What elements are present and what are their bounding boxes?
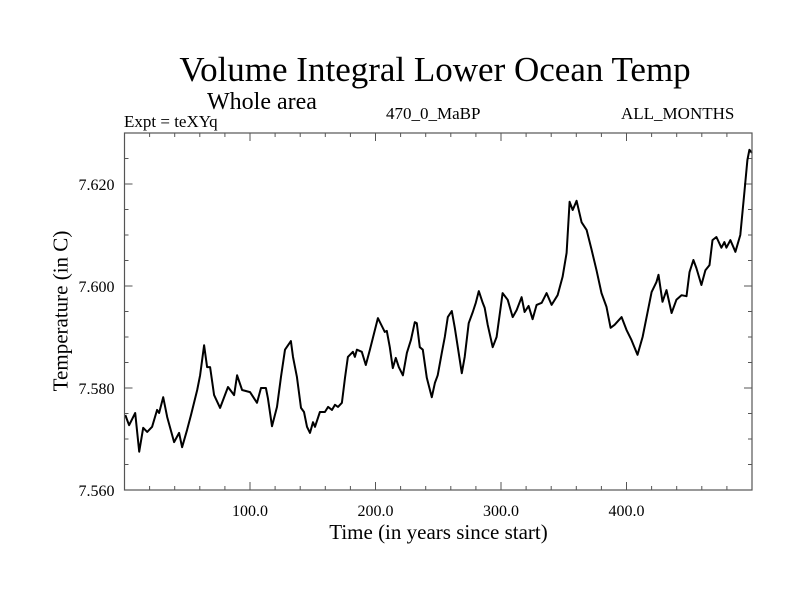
chart-title: Volume Integral Lower Ocean Temp <box>179 50 691 89</box>
months-label: ALL_MONTHS <box>621 104 735 123</box>
series-line <box>124 148 753 453</box>
y-tick-label: 7.620 <box>79 177 115 194</box>
axis-ticks <box>124 133 752 490</box>
experiment-label: Expt = teXYq <box>124 112 218 131</box>
chart-subtitle: Whole area <box>207 89 317 115</box>
x-tick-label: 400.0 <box>609 503 645 520</box>
plot-frame <box>123 132 753 491</box>
x-tick-label: 100.0 <box>232 503 268 520</box>
tick-labels: 100.0 200.0 300.0 400.0 7.560 7.580 7.600 7.620 <box>79 177 645 520</box>
y-tick-label: 7.600 <box>79 279 115 296</box>
y-tick-label: 7.580 <box>79 381 115 398</box>
x-tick-label: 200.0 <box>358 503 394 520</box>
y-axis-label: Temperature (in C) <box>48 230 73 392</box>
period-label: 470_0_MaBP <box>386 104 481 123</box>
x-tick-label: 300.0 <box>483 503 519 520</box>
y-tick-label: 7.560 <box>79 483 115 500</box>
x-axis-label: Time (in years since start) <box>329 520 548 544</box>
